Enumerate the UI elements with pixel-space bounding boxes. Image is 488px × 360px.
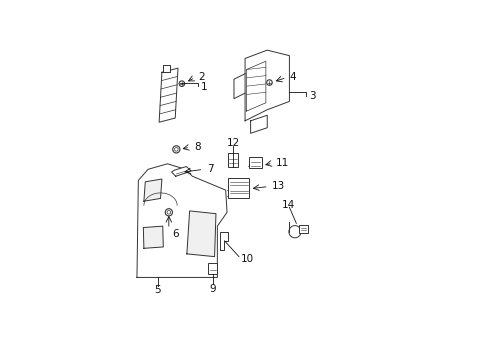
Circle shape — [165, 209, 172, 216]
Circle shape — [266, 80, 272, 85]
Circle shape — [167, 211, 170, 214]
Polygon shape — [137, 164, 226, 278]
Text: 7: 7 — [206, 164, 213, 174]
Text: 10: 10 — [241, 254, 254, 264]
Bar — [227, 153, 238, 167]
Text: 6: 6 — [172, 229, 179, 239]
Polygon shape — [171, 167, 191, 176]
Polygon shape — [220, 232, 228, 250]
Text: 5: 5 — [154, 285, 161, 295]
Text: 14: 14 — [282, 199, 295, 210]
Text: 9: 9 — [209, 284, 216, 293]
Circle shape — [179, 81, 184, 86]
Text: 4: 4 — [289, 72, 295, 82]
Text: 2: 2 — [198, 72, 204, 82]
Polygon shape — [159, 68, 178, 122]
Circle shape — [172, 146, 180, 153]
Polygon shape — [186, 211, 216, 257]
Bar — [208, 263, 216, 274]
Circle shape — [174, 148, 178, 151]
Polygon shape — [143, 226, 163, 248]
Text: 3: 3 — [308, 91, 315, 102]
Text: 1: 1 — [200, 82, 207, 92]
Polygon shape — [143, 179, 162, 201]
Bar — [249, 157, 261, 168]
Text: 13: 13 — [272, 181, 285, 191]
Text: 11: 11 — [276, 158, 289, 168]
Polygon shape — [244, 50, 289, 121]
Bar — [228, 177, 249, 198]
Text: 12: 12 — [226, 138, 239, 148]
Text: 8: 8 — [193, 141, 200, 152]
Bar — [299, 225, 307, 233]
Polygon shape — [163, 66, 170, 72]
